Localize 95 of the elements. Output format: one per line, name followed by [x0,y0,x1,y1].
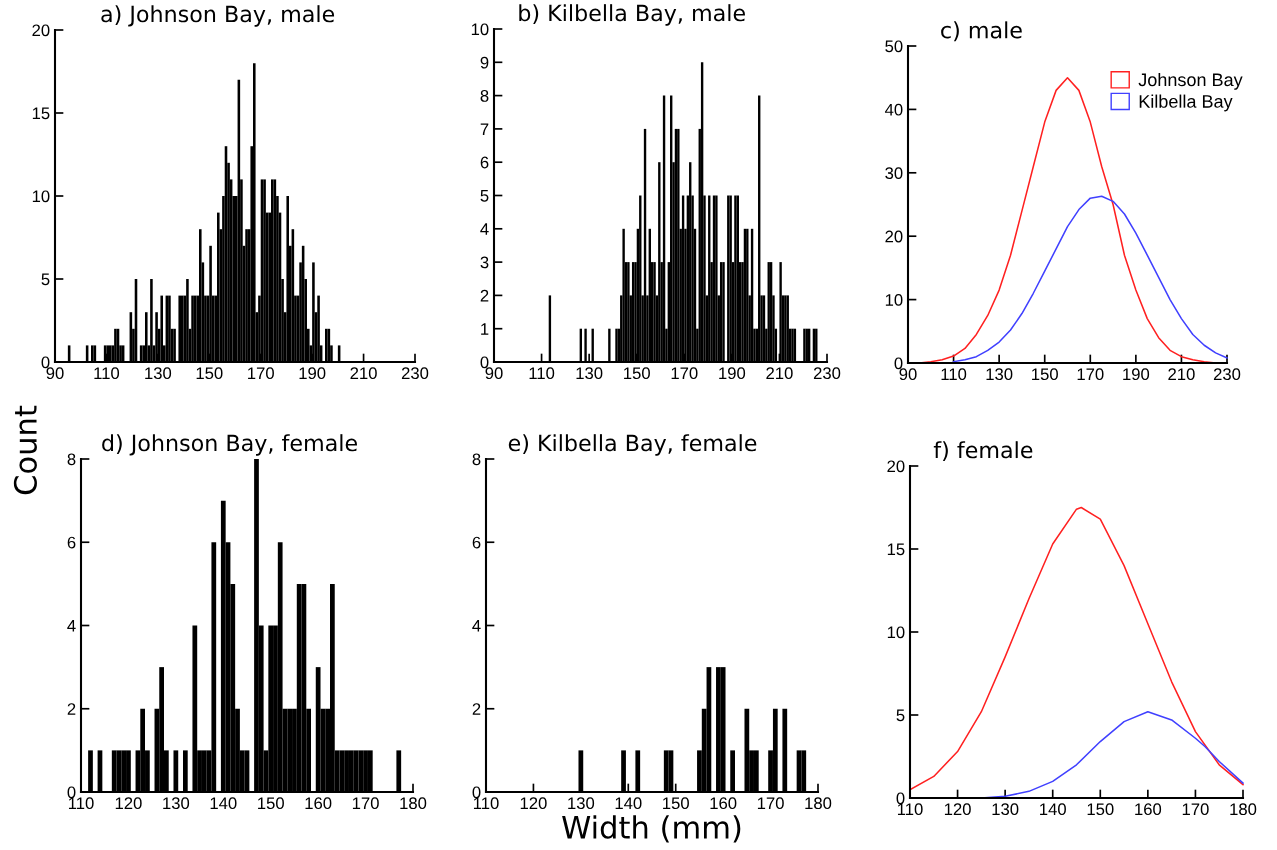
y-tick-label: 3 [480,256,489,269]
y-tick-label: 0 [480,356,489,369]
y-tick-label: 2 [472,703,481,715]
y-tick-label: 2 [67,703,76,715]
x-tick-label: 230 [813,367,841,380]
x-tick-label: 170 [248,367,274,380]
y-tick-label: 15 [32,107,50,120]
y-tick-label: 6 [472,536,481,549]
y-tick-label: 8 [67,453,76,466]
y-tick-label: 5 [896,709,905,722]
x-tick-label: 140 [1040,803,1066,816]
x-tick-label: 190 [299,367,326,380]
y-tick-label: 5 [480,190,489,202]
y-tick-label: 0 [472,786,481,799]
x-tick-label: 230 [1213,368,1241,381]
y-tick-label: 15 [887,543,905,556]
x-tick-label: 150 [196,367,223,380]
y-tick-label: 8 [472,453,481,466]
y-tick-label: 50 [885,40,903,53]
x-tick-label: 170 [671,367,698,380]
chart-title: e) Kilbella Bay, female [508,434,757,456]
y-tick-label: 0 [894,357,903,370]
y-tick-label: 40 [884,103,903,116]
x-tick-label: 170 [1182,803,1209,816]
x-tick-label: 150 [1087,803,1114,816]
x-tick-label: 130 [986,368,1013,381]
y-tick-label: 5 [41,273,50,286]
x-tick-label: 140 [615,797,642,810]
chart-title: c) male [941,21,1022,42]
x-tick-label: 110 [941,368,967,381]
y-tick-label: 2 [480,289,489,302]
y-tick-label: 10 [885,294,903,306]
chart-title: a) Johnson Bay, male [101,5,335,27]
y-tick-label: 6 [67,536,76,549]
x-tick-label: 110 [529,367,555,380]
y-tick-label: 20 [32,24,50,37]
x-tick-label: 170 [352,797,379,810]
x-tick-label: 90 [485,367,503,380]
x-tick-label: 190 [1123,368,1150,381]
y-tick-label: 6 [480,156,489,169]
y-tick-label: 4 [67,620,76,632]
x-tick-label: 130 [145,367,172,380]
x-tick-label: 230 [401,367,429,380]
x-tick-label: 210 [350,367,377,380]
y-tick-label: 0 [896,792,905,805]
legend-label: Johnson Bay [1138,72,1243,90]
x-tick-label: 130 [576,367,603,380]
x-tick-label: 110 [473,797,499,810]
x-tick-label: 170 [757,797,784,810]
x-tick-label: 170 [1077,368,1104,381]
x-tick-label: 90 [899,368,917,381]
x-tick-label: 120 [520,797,547,810]
x-tick-label: 130 [163,797,190,810]
x-tick-label: 160 [305,797,332,810]
y-tick-label: 1 [481,323,489,335]
x-tick-label: 140 [210,797,237,810]
y-tick-label: 0 [67,786,76,799]
y-tick-label: 10 [32,190,50,203]
x-tick-label: 180 [1230,803,1257,816]
x-tick-label: 150 [258,797,284,810]
x-tick-label: 90 [46,367,64,380]
x-tick-label: 180 [400,797,427,810]
y-tick-label: 10 [471,23,489,36]
chart-title: f) female [933,441,1033,461]
x-tick-label: 110 [897,803,923,816]
y-tick-label: 4 [472,620,481,632]
chart-title: b) Kilbella Bay, male [519,4,745,26]
x-axis-title: Width (mm) [562,815,741,843]
x-tick-label: 160 [1135,803,1162,816]
x-tick-label: 130 [992,803,1019,816]
y-tick-label: 4 [480,223,489,235]
x-tick-label: 190 [719,367,746,380]
x-tick-label: 110 [94,367,120,380]
y-tick-label: 30 [885,167,903,179]
x-tick-label: 150 [663,797,689,810]
x-tick-label: 110 [68,797,94,810]
y-tick-label: 20 [885,230,903,243]
x-tick-label: 210 [766,367,793,380]
x-tick-label: 120 [944,803,971,816]
y-tick-label: 20 [887,460,905,473]
x-tick-label: 210 [1168,368,1195,381]
legend-label: Kilbella Bay [1139,94,1233,112]
y-tick-label: 10 [887,626,905,639]
x-tick-label: 160 [710,797,737,810]
y-tick-label: 0 [41,356,50,369]
y-tick-label: 7 [480,123,489,135]
y-tick-label: 8 [480,90,489,102]
y-axis-title: Count [13,405,37,495]
x-tick-label: 120 [115,797,142,810]
x-tick-label: 130 [568,797,595,810]
x-tick-label: 150 [624,367,650,380]
y-tick-label: 9 [480,56,489,69]
x-tick-label: 180 [805,797,832,810]
chart-title: d) Johnson Bay, female [102,434,357,456]
x-tick-label: 150 [1032,368,1058,381]
